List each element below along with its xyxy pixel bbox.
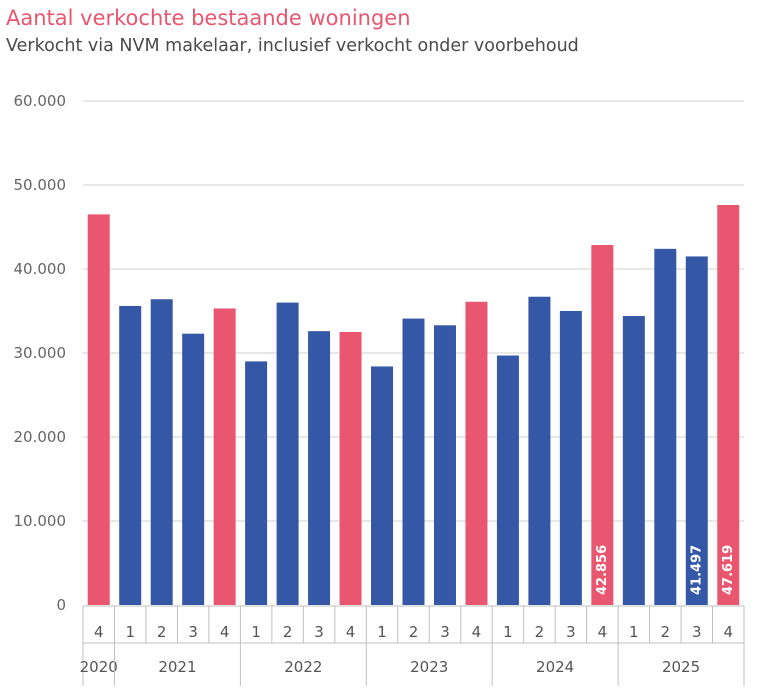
x-tick-label: 3 bbox=[692, 623, 702, 641]
x-tick-label: 3 bbox=[188, 623, 198, 641]
bar bbox=[465, 301, 488, 605]
x-tick-label: 2 bbox=[409, 623, 419, 641]
bar bbox=[339, 332, 362, 605]
y-tick-label: 40.000 bbox=[14, 260, 67, 278]
x-tick-label: 1 bbox=[251, 623, 261, 641]
x-tick-label: 4 bbox=[472, 623, 482, 641]
bar bbox=[622, 316, 645, 605]
y-tick-label: 30.000 bbox=[14, 344, 67, 362]
data-label: 47.619 bbox=[721, 545, 736, 595]
bar bbox=[717, 205, 740, 605]
year-label: 2023 bbox=[410, 658, 448, 676]
bar bbox=[528, 296, 551, 605]
y-tick-label: 50.000 bbox=[14, 176, 67, 194]
year-label: 2025 bbox=[662, 658, 700, 676]
x-tick-label: 4 bbox=[598, 623, 608, 641]
bar bbox=[591, 245, 614, 606]
bar bbox=[433, 325, 456, 605]
x-tick-label: 3 bbox=[440, 623, 450, 641]
bar bbox=[654, 248, 677, 605]
bar bbox=[685, 256, 708, 605]
bar bbox=[402, 318, 425, 605]
x-tick-label: 4 bbox=[346, 623, 356, 641]
year-label: 2021 bbox=[158, 658, 196, 676]
bar bbox=[182, 333, 205, 605]
x-tick-label: 4 bbox=[723, 623, 733, 641]
bar bbox=[213, 308, 236, 605]
bar bbox=[87, 214, 110, 605]
bar bbox=[496, 355, 519, 605]
bar bbox=[150, 299, 173, 605]
x-tick-label: 1 bbox=[503, 623, 513, 641]
year-label: 2022 bbox=[284, 658, 322, 676]
x-tick-label: 1 bbox=[125, 623, 135, 641]
x-tick-label: 2 bbox=[661, 623, 671, 641]
x-tick-label: 4 bbox=[220, 623, 230, 641]
bar bbox=[245, 361, 268, 605]
chart-subtitle: Verkocht via NVM makelaar, inclusief ver… bbox=[6, 36, 579, 56]
data-label: 41.497 bbox=[689, 545, 704, 595]
x-tick-label: 4 bbox=[94, 623, 104, 641]
year-label: 2024 bbox=[536, 658, 574, 676]
bar bbox=[119, 305, 142, 605]
x-tick-label: 2 bbox=[157, 623, 167, 641]
y-tick-label: 0 bbox=[56, 596, 66, 614]
bar bbox=[276, 302, 299, 605]
x-tick-label: 2 bbox=[535, 623, 545, 641]
bar bbox=[308, 331, 331, 605]
y-tick-label: 20.000 bbox=[14, 428, 67, 446]
year-label: 2020 bbox=[80, 658, 118, 676]
x-tick-label: 3 bbox=[314, 623, 324, 641]
x-tick-label: 1 bbox=[629, 623, 639, 641]
bar bbox=[371, 366, 394, 605]
x-tick-label: 1 bbox=[377, 623, 387, 641]
bar bbox=[559, 311, 582, 605]
x-tick-label: 3 bbox=[566, 623, 576, 641]
y-tick-label: 10.000 bbox=[14, 512, 67, 530]
data-label: 42.856 bbox=[595, 545, 610, 595]
y-tick-label: 60.000 bbox=[14, 92, 67, 110]
x-tick-label: 2 bbox=[283, 623, 293, 641]
chart-title: Aantal verkochte bestaande woningen bbox=[6, 6, 411, 30]
